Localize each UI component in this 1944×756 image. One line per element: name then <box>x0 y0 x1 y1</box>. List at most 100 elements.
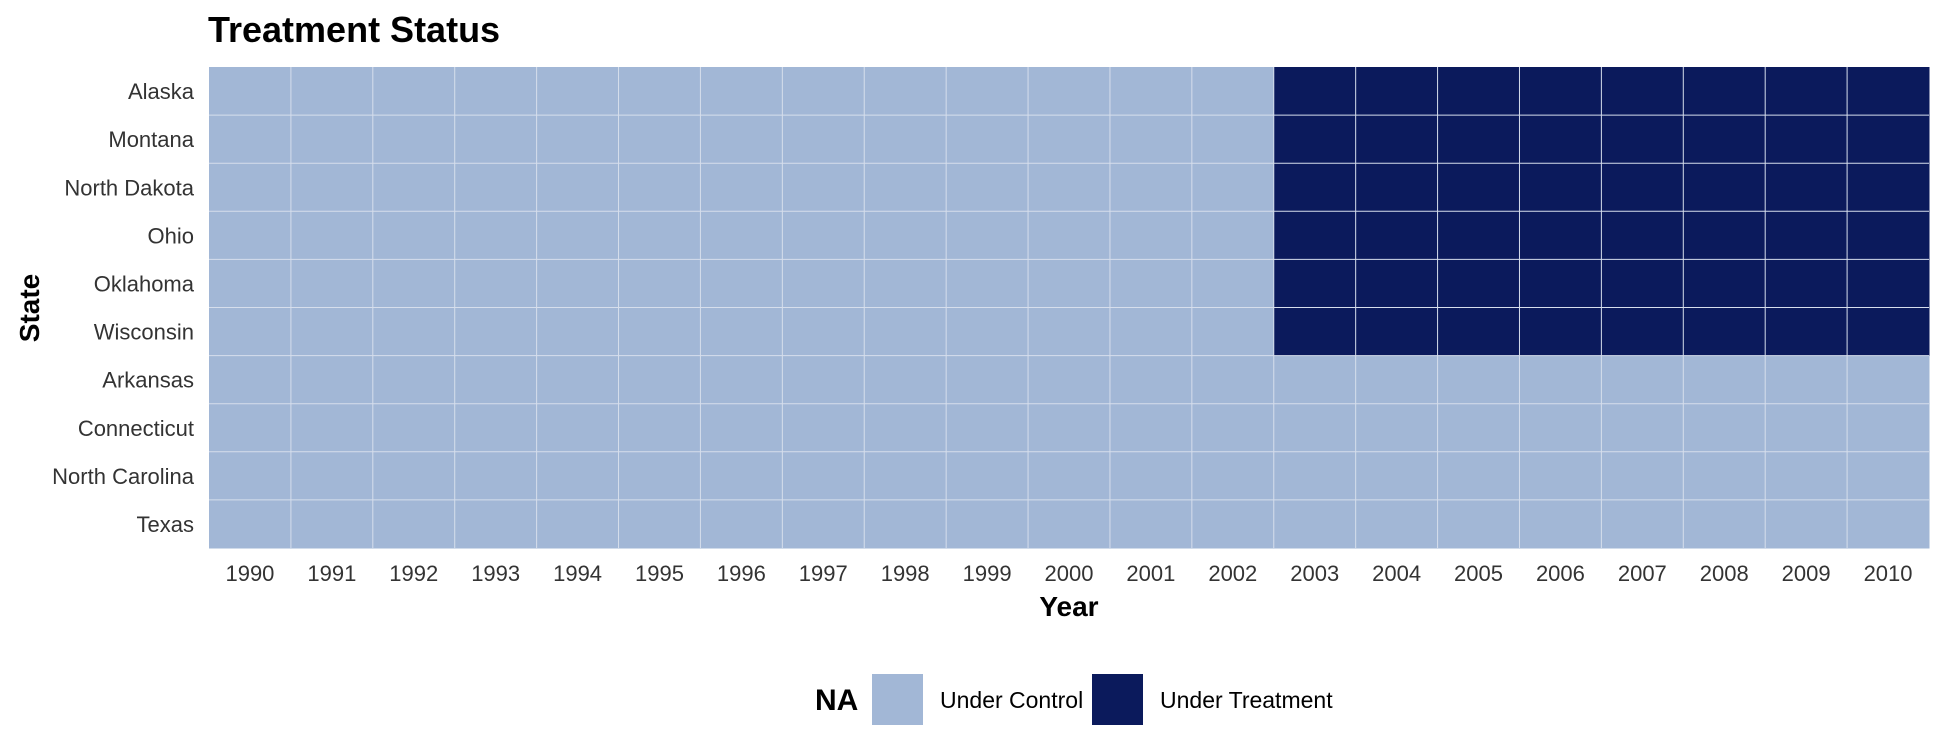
heatmap-cell <box>209 67 292 116</box>
heatmap-cell <box>1765 403 1848 453</box>
heatmap-cell <box>700 499 783 549</box>
heatmap-cell <box>372 451 456 501</box>
heatmap-cell <box>209 163 292 212</box>
heatmap-cell <box>454 307 538 357</box>
x-tick-label: 2003 <box>1290 561 1339 586</box>
heatmap-cell <box>454 355 538 405</box>
heatmap-cell <box>536 259 620 308</box>
heatmap-cell <box>209 115 292 164</box>
heatmap-cell <box>1355 163 1439 212</box>
heatmap-cell <box>536 163 620 212</box>
heatmap-cell <box>1765 355 1848 405</box>
heatmap-cell <box>864 307 947 357</box>
y-tick-label: Ohio <box>148 223 194 248</box>
y-tick-label: North Dakota <box>64 175 194 200</box>
x-tick-label: 1995 <box>635 561 684 586</box>
legend-label: Under Control <box>940 687 1083 713</box>
heatmap-cell <box>1355 451 1439 501</box>
heatmap-cell <box>1273 307 1357 357</box>
x-tick-label: 1997 <box>799 561 848 586</box>
heatmap-cell <box>1028 211 1111 260</box>
heatmap-gridlines <box>209 67 1929 548</box>
heatmap-cell <box>1601 307 1684 357</box>
heatmap-cell <box>1109 259 1193 308</box>
heatmap-cell <box>946 499 1029 549</box>
heatmap-cell <box>1683 403 1766 453</box>
heatmap-cell <box>209 499 292 549</box>
heatmap-cell <box>1765 163 1848 212</box>
heatmap-cell <box>1355 307 1439 357</box>
heatmap-cell <box>1273 451 1357 501</box>
heatmap-cell <box>864 451 947 501</box>
heatmap-cell <box>536 115 620 164</box>
heatmap-cell <box>1109 115 1193 164</box>
heatmap-cell <box>1765 211 1848 260</box>
heatmap-cell <box>1028 67 1111 116</box>
heatmap-cell <box>536 451 620 501</box>
heatmap-cell <box>209 355 292 405</box>
heatmap-cell <box>1683 355 1766 405</box>
heatmap-cell <box>946 115 1029 164</box>
heatmap-cell <box>946 211 1029 260</box>
heatmap-cell <box>618 451 701 501</box>
heatmap-cell <box>1355 211 1439 260</box>
heatmap-cell <box>1765 259 1848 308</box>
heatmap-cell <box>372 307 456 357</box>
legend-swatch <box>872 674 923 725</box>
heatmap-cell <box>1847 307 1930 357</box>
heatmap-cell <box>1191 211 1275 260</box>
heatmap-cell <box>290 115 374 164</box>
heatmap-cell <box>946 67 1029 116</box>
y-tick-label: Texas <box>137 512 194 537</box>
x-tick-label: 2010 <box>1864 561 1913 586</box>
heatmap-cell <box>864 163 947 212</box>
heatmap-cell <box>1519 307 1602 357</box>
heatmap-cell <box>1355 499 1439 549</box>
heatmap-cell <box>290 163 374 212</box>
heatmap-cell <box>1191 163 1275 212</box>
x-tick-label: 1998 <box>881 561 930 586</box>
heatmap-cell <box>1847 403 1930 453</box>
heatmap-cell <box>618 259 701 308</box>
heatmap-cell <box>1028 355 1111 405</box>
heatmap-cell <box>1437 499 1520 549</box>
heatmap-cell <box>618 403 701 453</box>
heatmap-cell <box>1847 115 1930 164</box>
x-tick-label: 1993 <box>471 561 520 586</box>
y-axis-title: State <box>14 274 45 342</box>
heatmap-cell <box>454 499 538 549</box>
legend-title: NA <box>815 684 858 717</box>
heatmap-cell <box>1601 163 1684 212</box>
y-tick-label: Connecticut <box>78 416 194 441</box>
heatmap-cell <box>1765 451 1848 501</box>
x-axis-tick-labels: 1990 1991 1992 1993 1994 1995 1996 1997 1998 1999… <box>225 561 1912 586</box>
heatmap-cell <box>1519 355 1602 405</box>
heatmap-cell <box>1355 403 1439 453</box>
heatmap-cell <box>1028 403 1111 453</box>
legend-swatch <box>1092 674 1143 725</box>
y-tick-label: Montana <box>108 127 194 152</box>
heatmap-cell <box>782 403 865 453</box>
heatmap-cells <box>209 67 1930 549</box>
heatmap-cell <box>1437 307 1520 357</box>
x-axis-title: Year <box>1039 591 1098 622</box>
heatmap-cell <box>1437 259 1520 308</box>
heatmap-cell <box>372 163 456 212</box>
heatmap-cell <box>1028 259 1111 308</box>
y-tick-label: Oklahoma <box>94 271 195 296</box>
heatmap-cell <box>864 259 947 308</box>
heatmap-cell <box>618 163 701 212</box>
heatmap-cell <box>372 259 456 308</box>
heatmap-cell <box>1847 259 1930 308</box>
heatmap-cell <box>1273 115 1357 164</box>
heatmap-cell <box>290 499 374 549</box>
heatmap-cell <box>372 499 456 549</box>
heatmap-cell <box>1765 499 1848 549</box>
heatmap-cell <box>618 115 701 164</box>
heatmap-cell <box>1109 211 1193 260</box>
heatmap-cell <box>1765 67 1848 116</box>
heatmap-cell <box>290 67 374 116</box>
heatmap-cell <box>700 163 783 212</box>
heatmap-cell <box>618 67 701 116</box>
heatmap-cell <box>290 259 374 308</box>
